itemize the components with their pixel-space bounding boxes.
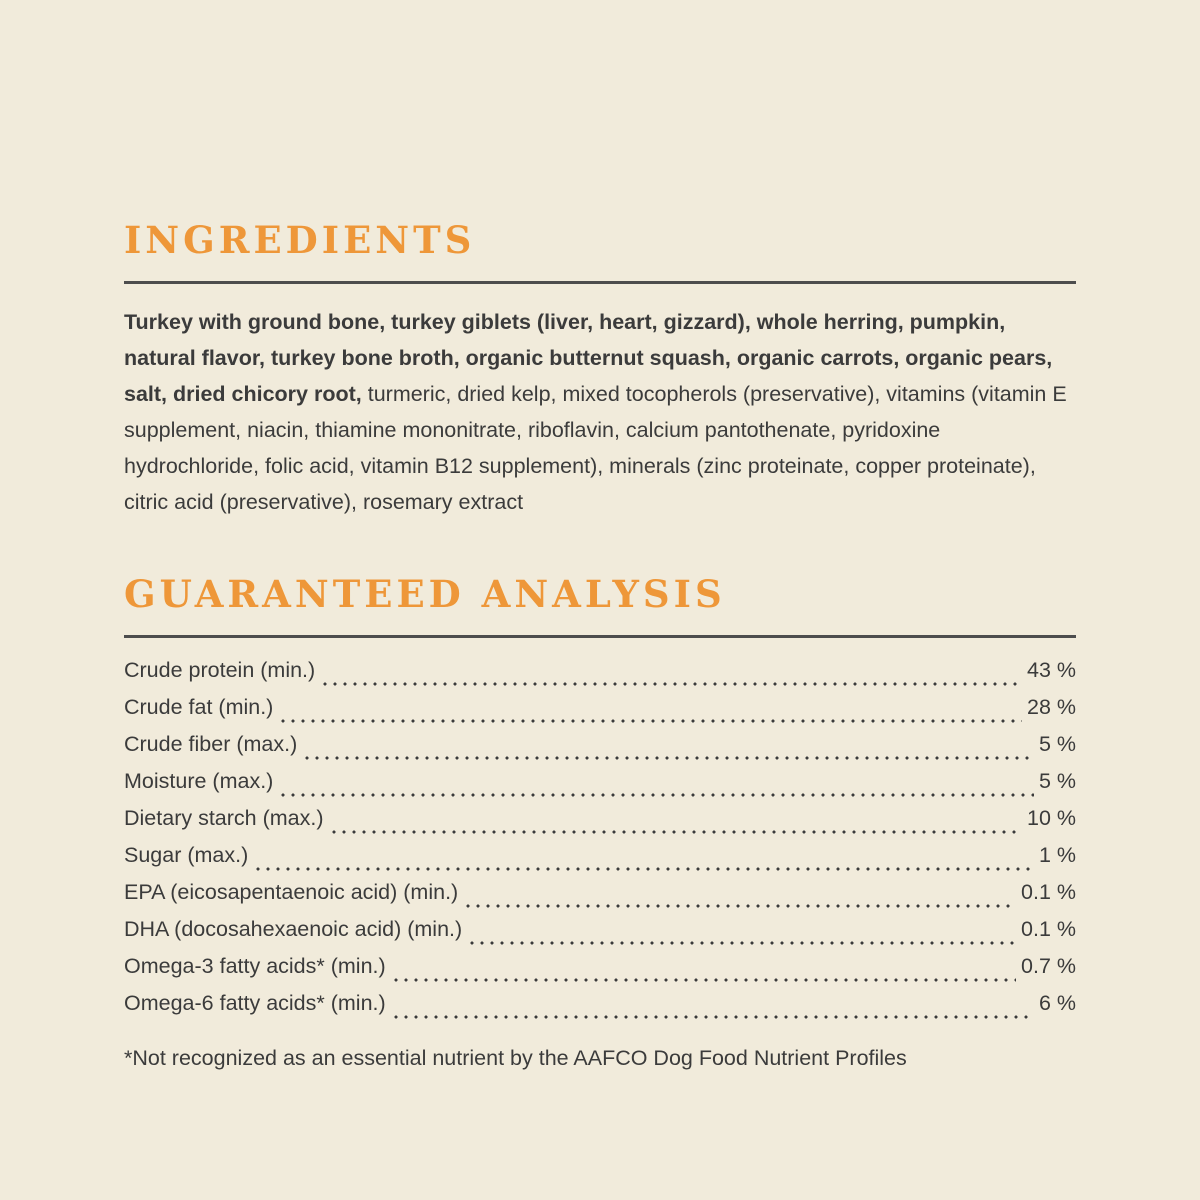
dot-leader <box>253 843 1034 880</box>
ingredients-regular-text: turmeric, dried kelp, mixed tocopherols … <box>124 382 1067 514</box>
analysis-row: Crude fat (min.) 28 % <box>124 695 1076 732</box>
nutrient-label: Crude fat (min.) <box>124 695 274 719</box>
analysis-row: Crude protein (min.) 43 % <box>124 658 1076 695</box>
dot-leader <box>463 880 1017 917</box>
dot-leader <box>320 658 1022 695</box>
aafco-footnote: *Not recognized as an essential nutrient… <box>124 1046 907 1070</box>
nutrient-label: Crude fiber (max.) <box>124 732 298 756</box>
dot-leader <box>390 954 1017 991</box>
ingredients-divider <box>124 281 1076 284</box>
nutrient-value: 43 % <box>1026 658 1076 682</box>
nutrient-value: 10 % <box>1026 806 1076 830</box>
analysis-row: Omega-6 fatty acids* (min.) 6 % <box>124 991 1076 1028</box>
nutrient-value: 0.1 % <box>1021 880 1076 904</box>
nutrient-value: 5 % <box>1038 769 1076 793</box>
dot-leader <box>302 732 1034 769</box>
analysis-row: Moisture (max.) 5 % <box>124 769 1076 806</box>
analysis-row: Omega-3 fatty acids* (min.) 0.7 % <box>124 954 1076 991</box>
nutrient-value: 5 % <box>1038 732 1076 756</box>
nutrient-label: Omega-3 fatty acids* (min.) <box>124 954 386 978</box>
nutrient-value: 1 % <box>1038 843 1076 867</box>
analysis-row: Crude fiber (max.) 5 % <box>124 732 1076 769</box>
nutrient-label: Omega-6 fatty acids* (min.) <box>124 991 386 1015</box>
dot-leader <box>278 769 1034 806</box>
guaranteed-analysis-section: GUARANTEED ANALYSIS Crude protein (min.)… <box>124 576 1076 1076</box>
analysis-row: DHA (docosahexaenoic acid) (min.) 0.1 % <box>124 917 1076 954</box>
ingredients-section: INGREDIENTS Turkey with ground bone, tur… <box>124 222 1076 520</box>
ingredients-paragraph: Turkey with ground bone, turkey giblets … <box>124 304 1076 520</box>
ingredients-bold-text: Turkey with ground bone, turkey giblets … <box>124 310 1053 406</box>
analysis-row: Dietary starch (max.) 10 % <box>124 806 1076 843</box>
analysis-row: EPA (eicosapentaenoic acid) (min.) 0.1 % <box>124 880 1076 917</box>
nutrient-label: Moisture (max.) <box>124 769 274 793</box>
nutrient-label: Crude protein (min.) <box>124 658 316 682</box>
guaranteed-analysis-title: GUARANTEED ANALYSIS <box>124 572 726 616</box>
nutrient-label: Dietary starch (max.) <box>124 806 324 830</box>
analysis-divider <box>124 635 1076 638</box>
dot-leader <box>278 695 1022 732</box>
nutrient-label: Sugar (max.) <box>124 843 249 867</box>
dot-leader <box>467 917 1017 954</box>
ingredients-title: INGREDIENTS <box>124 218 476 262</box>
dot-leader <box>328 806 1022 843</box>
nutrient-value: 28 % <box>1026 695 1076 719</box>
analysis-table: Crude protein (min.) 43 % Crude fat (min… <box>124 658 1076 1028</box>
nutrient-value: 6 % <box>1038 991 1076 1015</box>
analysis-row: Sugar (max.) 1 % <box>124 843 1076 880</box>
dot-leader <box>390 991 1034 1028</box>
nutrient-label: EPA (eicosapentaenoic acid) (min.) <box>124 880 459 904</box>
nutrient-value: 0.1 % <box>1021 917 1076 941</box>
nutrient-label: DHA (docosahexaenoic acid) (min.) <box>124 917 463 941</box>
nutrient-value: 0.7 % <box>1021 954 1076 978</box>
